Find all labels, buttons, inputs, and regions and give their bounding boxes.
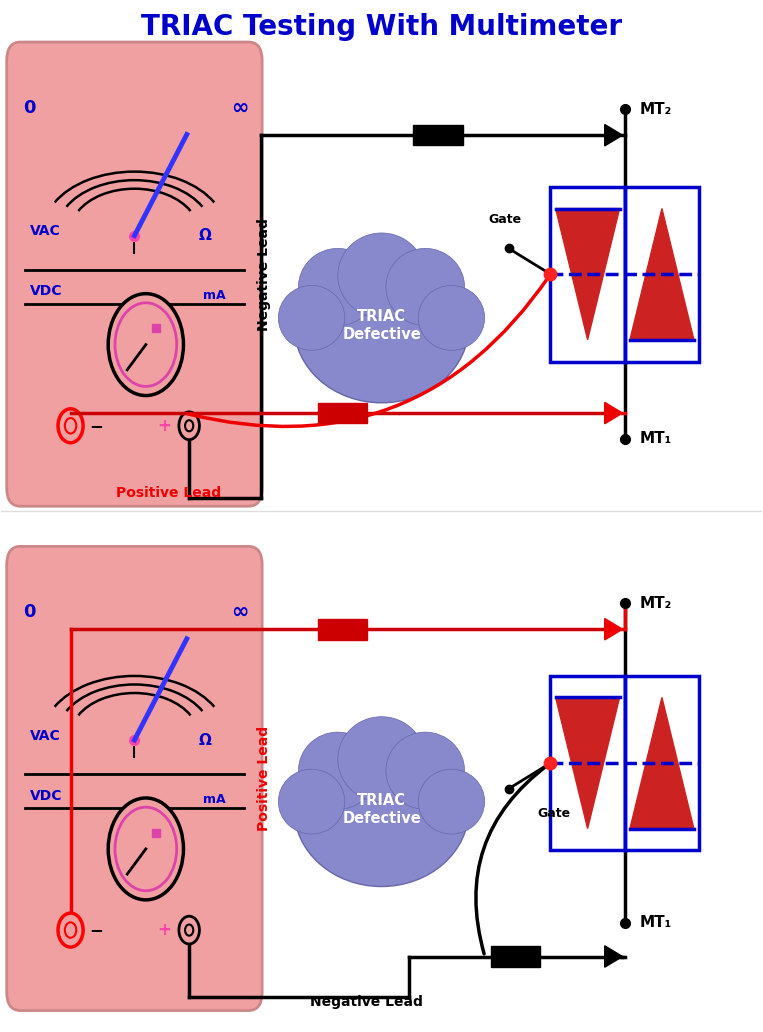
Text: 0: 0: [23, 603, 36, 621]
Ellipse shape: [298, 732, 377, 809]
Circle shape: [108, 798, 183, 900]
Bar: [625, 676, 699, 850]
FancyArrowPatch shape: [187, 277, 549, 426]
Ellipse shape: [418, 286, 485, 350]
Polygon shape: [555, 208, 620, 340]
Ellipse shape: [338, 233, 425, 318]
Ellipse shape: [386, 732, 465, 809]
Polygon shape: [605, 618, 623, 640]
Circle shape: [115, 302, 177, 386]
Ellipse shape: [338, 716, 425, 802]
Text: VAC: VAC: [30, 224, 60, 238]
Bar: [550, 187, 625, 361]
Text: VAC: VAC: [30, 729, 60, 743]
Text: ∞: ∞: [230, 98, 248, 118]
Ellipse shape: [278, 769, 345, 834]
Bar: [491, 946, 540, 967]
FancyArrowPatch shape: [476, 765, 549, 954]
Text: ∞: ∞: [230, 602, 248, 622]
Text: +: +: [157, 922, 171, 939]
Bar: [625, 187, 699, 361]
Ellipse shape: [294, 732, 469, 886]
Text: mA: mA: [203, 289, 226, 302]
Text: VDC: VDC: [30, 788, 62, 803]
Ellipse shape: [278, 286, 345, 350]
Text: +: +: [157, 417, 171, 434]
Text: TRIAC Testing With Multimeter: TRIAC Testing With Multimeter: [141, 13, 622, 41]
Text: mA: mA: [203, 794, 226, 806]
Polygon shape: [630, 208, 694, 340]
Polygon shape: [605, 945, 623, 967]
Text: Ω: Ω: [198, 228, 211, 244]
Text: 0: 0: [23, 98, 36, 117]
Text: TRIAC
Defective: TRIAC Defective: [342, 309, 421, 343]
Text: MT₂: MT₂: [640, 102, 672, 117]
Circle shape: [58, 913, 83, 947]
Ellipse shape: [418, 769, 485, 834]
Text: −: −: [89, 922, 103, 939]
Text: Gate: Gate: [538, 807, 571, 820]
Text: Gate: Gate: [488, 213, 521, 226]
Circle shape: [185, 925, 193, 936]
Text: MT₁: MT₁: [640, 915, 672, 930]
Circle shape: [65, 923, 76, 938]
Ellipse shape: [386, 249, 465, 325]
Text: MT₂: MT₂: [640, 596, 672, 611]
Circle shape: [58, 409, 83, 443]
Bar: [550, 676, 625, 850]
Circle shape: [179, 412, 199, 440]
FancyBboxPatch shape: [7, 546, 262, 1010]
Bar: [414, 125, 463, 146]
Circle shape: [185, 420, 193, 431]
Ellipse shape: [298, 249, 377, 325]
Polygon shape: [605, 402, 623, 424]
Text: Negative Lead: Negative Lead: [310, 995, 423, 1009]
Ellipse shape: [294, 249, 469, 402]
Bar: [318, 619, 368, 640]
Polygon shape: [555, 698, 620, 829]
Text: TRIAC
Defective: TRIAC Defective: [342, 793, 421, 827]
Bar: [318, 402, 368, 423]
Text: −: −: [89, 417, 103, 434]
Polygon shape: [630, 698, 694, 829]
Text: Positive Lead: Positive Lead: [256, 725, 271, 831]
Text: MT₁: MT₁: [640, 431, 672, 446]
Circle shape: [65, 418, 76, 433]
Text: Positive Lead: Positive Lead: [116, 486, 221, 501]
Circle shape: [179, 916, 199, 944]
Polygon shape: [605, 125, 623, 146]
Circle shape: [108, 294, 183, 395]
FancyBboxPatch shape: [7, 42, 262, 507]
Text: VDC: VDC: [30, 284, 62, 298]
Circle shape: [115, 807, 177, 891]
Text: Ω: Ω: [198, 733, 211, 747]
Text: Negative Lead: Negative Lead: [256, 218, 271, 330]
